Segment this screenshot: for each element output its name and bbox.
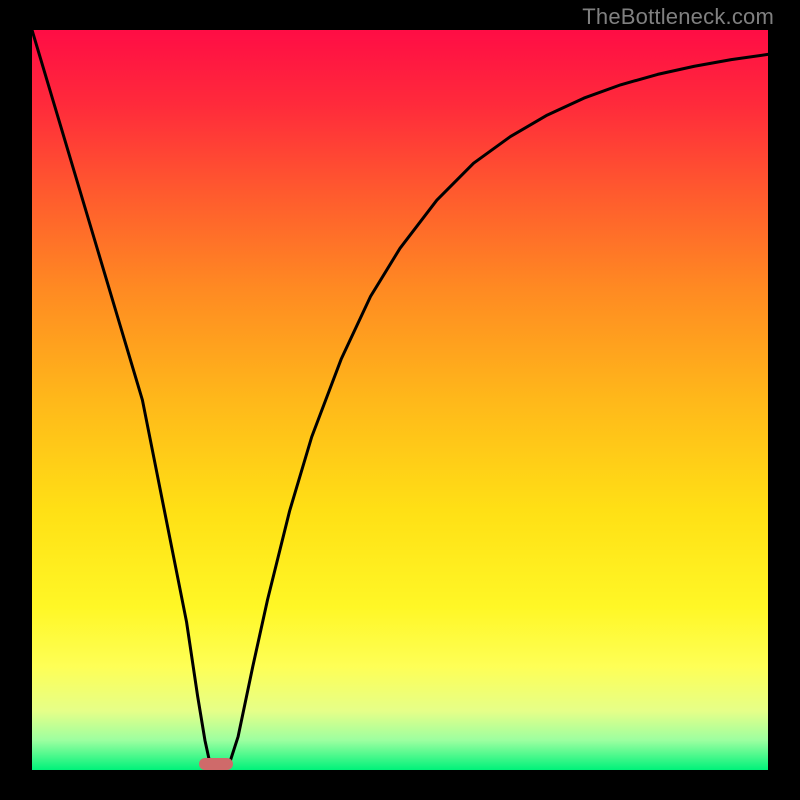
plot-area [32, 30, 768, 770]
optimal-marker [199, 758, 233, 770]
optimal-marker-pill [199, 758, 233, 770]
bottleneck-chart [32, 30, 768, 770]
chart-frame: TheBottleneck.com [0, 0, 800, 800]
watermark-text: TheBottleneck.com [582, 4, 774, 30]
